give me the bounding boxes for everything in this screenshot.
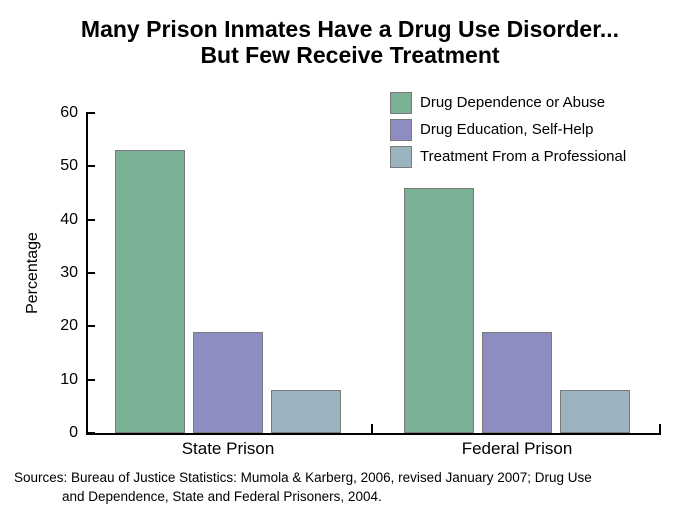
y-tick-label: 50 bbox=[60, 157, 78, 175]
y-tick bbox=[88, 272, 95, 274]
x-tick bbox=[659, 424, 661, 433]
legend-swatch-blue bbox=[390, 146, 412, 168]
y-tick-label: 60 bbox=[60, 104, 78, 121]
legend-label: Treatment From a Professional bbox=[420, 148, 627, 165]
x-tick bbox=[371, 424, 373, 433]
source-line1: Sources: Bureau of Justice Statistics: M… bbox=[14, 470, 592, 485]
bar-state-prison-1 bbox=[115, 150, 185, 433]
chart-title-line2: But Few Receive Treatment bbox=[200, 42, 500, 68]
bar-federal-prison-3 bbox=[560, 390, 630, 433]
y-tick bbox=[88, 165, 95, 168]
y-tick-label: 20 bbox=[60, 317, 78, 335]
y-tick bbox=[88, 432, 95, 434]
y-tick-label: 10 bbox=[60, 370, 78, 388]
chart-title: Many Prison Inmates Have a Drug Use Diso… bbox=[0, 16, 700, 68]
y-axis-title: Percentage bbox=[24, 232, 41, 314]
legend-swatch-purple bbox=[390, 119, 412, 141]
legend-item: Drug Education, Self-Help bbox=[390, 119, 626, 141]
legend-label: Drug Education, Self-Help bbox=[420, 121, 594, 138]
x-axis bbox=[86, 433, 661, 435]
legend: Drug Dependence or Abuse Drug Education,… bbox=[390, 92, 626, 173]
source-line2: and Dependence, State and Federal Prison… bbox=[62, 488, 382, 504]
y-tick-label: 0 bbox=[69, 424, 78, 441]
y-tick bbox=[88, 378, 95, 381]
bar-federal-prison-2 bbox=[482, 331, 552, 433]
legend-item: Drug Dependence or Abuse bbox=[390, 92, 626, 114]
source-note: Sources: Bureau of Justice Statistics: M… bbox=[14, 469, 684, 506]
legend-label: Drug Dependence or Abuse bbox=[420, 94, 606, 111]
legend-item: Treatment From a Professional bbox=[390, 146, 626, 168]
bar-federal-prison-1 bbox=[404, 187, 474, 433]
y-tick bbox=[88, 218, 95, 221]
x-category-label: State Prison bbox=[181, 439, 275, 458]
legend-swatch-green bbox=[390, 92, 412, 114]
y-tick-label: 40 bbox=[60, 210, 78, 228]
x-category-label: Federal Prison bbox=[461, 439, 573, 458]
y-tick bbox=[88, 112, 95, 114]
y-axis bbox=[86, 112, 88, 435]
y-tick bbox=[88, 325, 95, 328]
bar-state-prison-2 bbox=[193, 331, 263, 433]
chart-title-line1: Many Prison Inmates Have a Drug Use Diso… bbox=[80, 16, 620, 42]
bar-state-prison-3 bbox=[271, 390, 341, 433]
y-tick-label: 30 bbox=[60, 264, 78, 281]
